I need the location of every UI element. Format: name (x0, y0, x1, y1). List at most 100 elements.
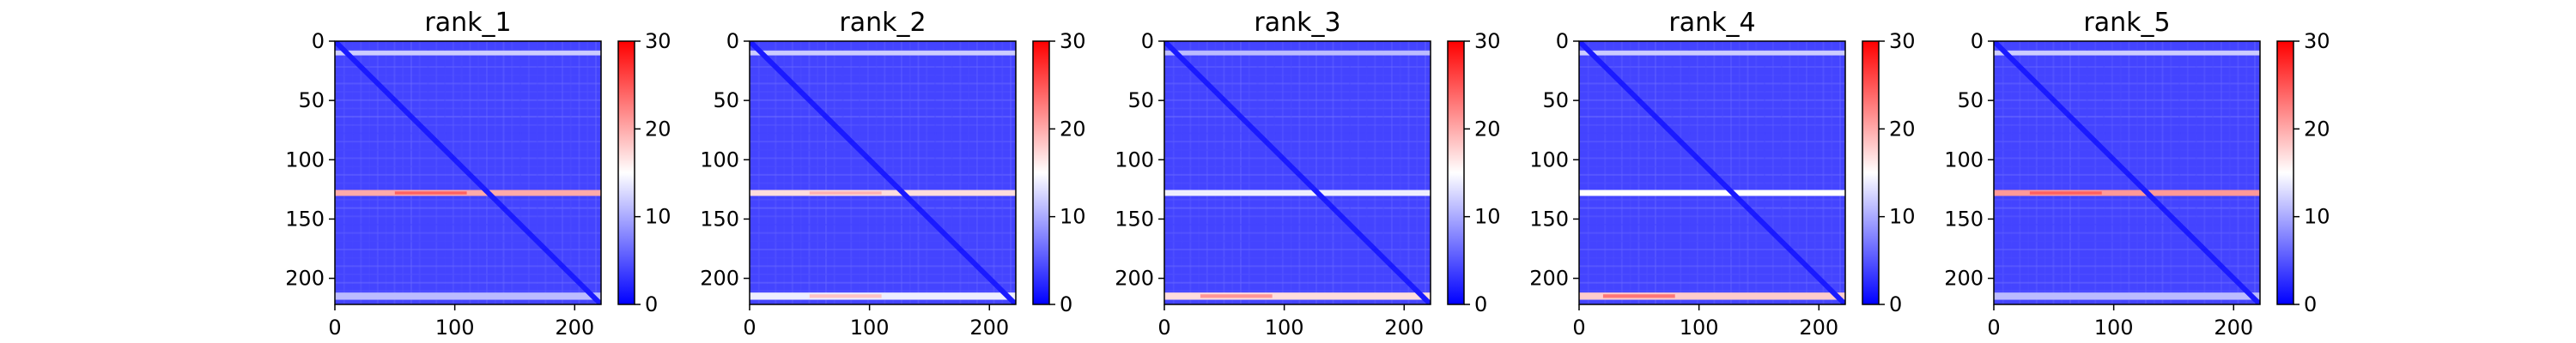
x-tick-label: 0 (743, 316, 756, 340)
heatmap-texture-row (1994, 265, 2260, 268)
colorbar (2276, 40, 2294, 305)
heatmap-texture-col (1764, 41, 1766, 304)
heatmap-texture-col (1407, 41, 1410, 304)
heatmap-texture-row (335, 132, 601, 135)
heatmap-texture-col (1662, 41, 1665, 304)
heatmap-row-band (750, 292, 1016, 300)
heatmap-row-band (1164, 292, 1431, 300)
heatmap-texture-col (2170, 41, 2172, 304)
colorbar-tick-label: 0 (645, 292, 658, 316)
heatmap-texture-row (335, 165, 601, 168)
heatmap-texture-row (335, 265, 601, 268)
heatmap-texture-row (335, 49, 601, 51)
colorbar-tick-label: 20 (1060, 117, 1086, 141)
heatmap-texture-col (1374, 41, 1376, 304)
heatmap-texture-col (1613, 41, 1615, 304)
heatmap-texture-col (1332, 41, 1334, 304)
y-tick-label: 0 (312, 29, 325, 53)
heatmap-texture-row (1579, 123, 1845, 126)
heatmap-texture-col (2144, 41, 2147, 304)
heatmap-texture-row (1994, 148, 2260, 151)
heatmap-texture-row (1164, 274, 1431, 276)
heatmap-texture-col (1579, 41, 1581, 304)
heatmap-texture-col (1307, 41, 1309, 304)
heatmap-texture-col (2228, 41, 2231, 304)
heatmap-texture-row (1579, 165, 1845, 168)
heatmap-texture-row (750, 49, 1016, 51)
y-tick-label: 0 (1971, 29, 1984, 53)
x-tick-label: 0 (328, 316, 341, 340)
heatmap-texture-row (1164, 49, 1431, 51)
heatmap-diagonal (1579, 41, 1845, 304)
colorbar (1032, 40, 1050, 305)
heatmap-texture-row (750, 182, 1016, 184)
heatmap-diagonal (1164, 41, 1431, 304)
colorbar-tick-label: 30 (1060, 29, 1086, 53)
heatmap-texture-row (335, 223, 601, 226)
heatmap-texture-col (975, 41, 978, 304)
heatmap-texture-row (1164, 116, 1431, 118)
heatmap-row-band (335, 51, 601, 56)
heatmap-texture-col (817, 41, 819, 304)
y-tick-label: 200 (1529, 267, 1569, 291)
heatmap-image (1164, 41, 1431, 304)
heatmap-texture-row (1164, 207, 1431, 209)
colorbar-tick-label: 0 (1060, 292, 1072, 316)
heatmap-texture-row (750, 116, 1016, 118)
heatmap-texture-col (1206, 41, 1208, 304)
heatmap-texture-col (553, 41, 556, 304)
heatmap-texture-row (1994, 215, 2260, 218)
heatmap-texture-col (1256, 41, 1259, 304)
heatmap-texture-col (1399, 41, 1401, 304)
heatmap-texture-row (1994, 256, 2260, 259)
heatmap-texture-col (2019, 41, 2021, 304)
axes-frame (749, 40, 1017, 305)
heatmap-texture-col (1587, 41, 1589, 304)
heatmap-texture-row (1579, 91, 1845, 93)
heatmap-texture-row (1994, 281, 2260, 284)
x-tick-label: 100 (850, 316, 890, 340)
heatmap-texture-col (833, 41, 835, 304)
heatmap-texture-col (2212, 41, 2215, 304)
heatmap-texture-col (544, 41, 547, 304)
heatmap-texture-col (1747, 41, 1749, 304)
heatmap-texture-col (917, 41, 920, 304)
heatmap-image (750, 41, 1016, 304)
heatmap-hotspot (809, 294, 882, 298)
x-tick-label: 100 (1680, 316, 1719, 340)
heatmap-texture-row (750, 57, 1016, 60)
heatmap-row-band (335, 292, 601, 300)
heatmap-texture-col (750, 41, 751, 304)
heatmap-texture-col (900, 41, 902, 304)
heatmap-texture-row (1579, 223, 1845, 226)
heatmap-texture-row (1164, 82, 1431, 85)
heatmap-texture-col (1390, 41, 1393, 304)
colorbar-tick-label: 0 (2304, 292, 2317, 316)
heatmap-texture-col (502, 41, 505, 304)
heatmap-texture-row (750, 249, 1016, 251)
heatmap-texture-row (1579, 249, 1845, 251)
heatmap-texture-row (1579, 215, 1845, 218)
heatmap-texture-row (1164, 249, 1431, 251)
heatmap-texture-row (1994, 249, 2260, 251)
heatmap-texture-row (335, 148, 601, 151)
y-tick-label: 0 (726, 29, 739, 53)
heatmap-texture-col (2220, 41, 2222, 304)
heatmap-texture-col (934, 41, 937, 304)
heatmap-texture-row (1994, 182, 2260, 184)
y-tick-label: 100 (1529, 147, 1569, 172)
heatmap-texture-row (1994, 41, 2260, 43)
heatmap-texture-col (2103, 41, 2105, 304)
heatmap-texture-row (1579, 99, 1845, 101)
heatmap-texture-col (418, 41, 421, 304)
heatmap-texture-row (335, 116, 601, 118)
heatmap-texture-row (1994, 116, 2260, 118)
heatmap-texture-row (1579, 265, 1845, 268)
heatmap-texture-col (427, 41, 429, 304)
y-tick-label: 100 (285, 147, 325, 172)
heatmap-texture-row (1164, 66, 1431, 69)
colorbar-tick-label: 30 (1889, 29, 1916, 53)
y-tick-label: 200 (285, 267, 325, 291)
heatmap-texture-row (750, 41, 1016, 43)
heatmap-texture-row (1164, 148, 1431, 151)
